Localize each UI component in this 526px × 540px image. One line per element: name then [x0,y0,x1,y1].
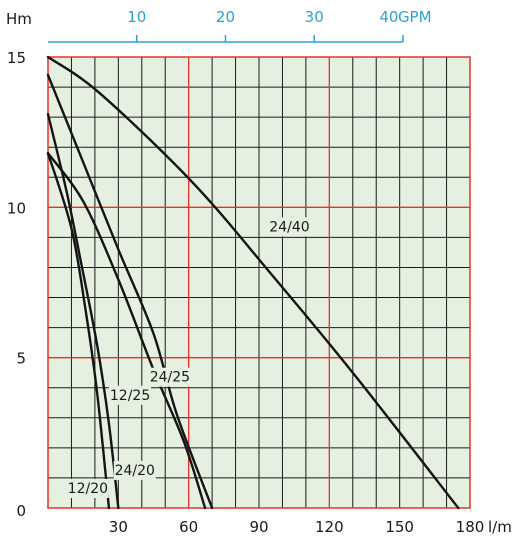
curve-24-25 [46,73,214,510]
y-tick-label: 5 [16,350,26,368]
curve-label-bg [113,460,156,480]
curve-label-bg [268,217,311,237]
curve-label-bg [109,385,152,405]
curve-12-25 [46,152,207,510]
gpm-tick-label: 30 [305,8,324,26]
gpm-tick-label: 20 [216,8,235,26]
x-tick-label: 90 [249,518,268,536]
x-tick-label: 180 [456,518,485,536]
minor-grid [48,57,470,508]
gpm-axis: 10 20 30 40 [48,8,404,43]
x-unit-label: l/m [488,518,512,536]
curve-label-24-20: 24/20 [115,463,155,479]
major-grid [47,56,471,509]
curve-12-20 [46,152,111,510]
curve-24-20 [46,112,120,510]
x-tick-label: 150 [385,518,414,536]
axis-labels: 30 60 90 120 150 180 0 5 10 15 [7,49,484,536]
curve-label-24-25: 24/25 [150,370,190,386]
curve-label-bg [148,367,191,387]
gpm-tick-label: 10 [127,8,146,26]
y-tick-label: 0 [16,502,26,520]
y-tick-label: 15 [7,49,26,67]
curve-24-40 [46,55,460,510]
curves [46,55,460,510]
y-tick-label: 10 [7,199,26,217]
curve-label-12-25: 12/25 [110,388,150,404]
x-tick-label: 120 [315,518,344,536]
plot-border [47,56,471,509]
x-tick-label: 30 [109,518,128,536]
gpm-tick-label: 40 [379,8,398,26]
curve-label-bg [66,478,109,498]
x-tick-label: 60 [179,518,198,536]
y-unit-label: Hm [6,10,32,28]
curve-label-12-20: 12/20 [68,481,108,497]
curve-label-24-40: 24/40 [269,219,309,235]
gpm-unit-label: GPM [398,8,432,26]
